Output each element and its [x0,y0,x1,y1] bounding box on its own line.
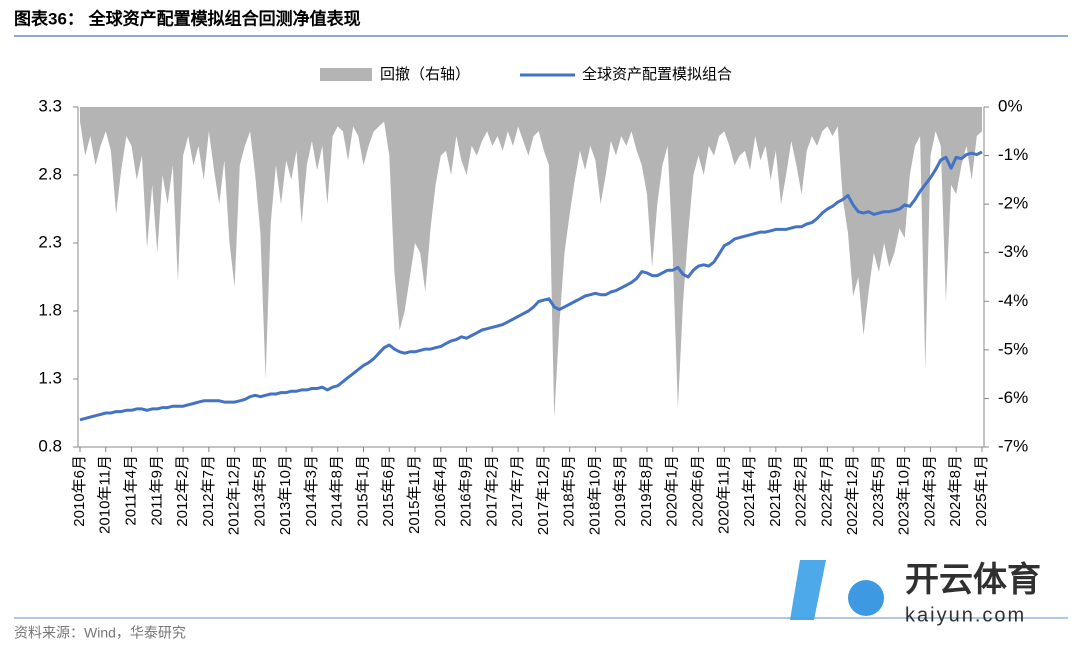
x-tick-label: 2010年6月 [71,455,88,527]
x-tick-label: 2017年12月 [535,455,552,535]
x-tick-label: 2018年5月 [561,455,578,527]
legend: 回撤（右轴） 全球资产配置模拟组合 [320,65,732,83]
y2-tick-label: -3% [998,242,1028,261]
chart-title: 图表36： 全球资产配置模拟组合回测净值表现 [14,8,361,28]
x-tick-label: 2020年1月 [664,455,681,527]
x-tick-label: 2011年4月 [123,455,140,526]
y2-tick-label: 0% [998,96,1023,115]
legend-swatch [320,68,372,81]
y-tick-label: 3.3 [38,96,62,115]
x-tick-label: 2016年9月 [458,455,475,527]
legend-label: 回撤（右轴） [380,66,470,83]
x-tick-label: 2014年3月 [303,455,320,527]
x-tick-label: 2015年6月 [380,455,397,527]
plot [79,107,983,422]
x-tick-label: 2014年8月 [329,455,346,527]
x-tick-label: 2018年10月 [586,455,603,535]
y2-tick-label: -5% [998,339,1028,358]
x-tick-label: 2022年7月 [818,455,835,527]
x-tick-label: 2013年5月 [251,455,268,527]
y2-tick-label: -1% [998,145,1028,164]
y2-tick-label: -7% [998,436,1028,455]
x-tick-label: 2020年6月 [689,455,706,527]
x-tick-label: 2021年4月 [741,455,758,527]
x-tick-label: 2019年3月 [612,455,629,527]
y2-tick-label: -6% [998,388,1028,407]
x-tick-label: 2010年11月 [97,455,114,534]
x-tick-label: 2024年3月 [921,455,938,527]
watermark-logo [790,560,826,620]
y2-tick-label: -4% [998,291,1028,310]
watermark-brand: 开云体育 [905,561,1041,599]
x-tick-label: 2024年8月 [947,455,964,527]
x-tick-label: 2013年10月 [277,455,294,535]
y-tick-label: 1.8 [38,300,62,319]
y-tick-label: 2.3 [38,232,62,251]
y-tick-label: 0.8 [38,436,62,455]
x-tick-label: 2022年12月 [844,455,861,535]
x-tick-label: 2023年10月 [896,455,913,535]
watermark-url: kaiyun.com [905,604,1026,626]
source: 资料来源：Wind，华泰研究 [14,625,186,641]
drawdown-area [80,107,982,418]
x-tick-label: 2017年7月 [509,455,526,527]
y2-tick-label: -2% [998,194,1028,213]
watermark-logo [848,580,884,616]
series-line [79,150,983,422]
x-tick-label: 2012年2月 [174,455,191,527]
y-tick-label: 2.8 [38,164,62,183]
x-tick-label: 2019年8月 [638,455,655,527]
x-tick-label: 2016年4月 [432,455,449,527]
y-tick-label: 1.3 [38,368,62,387]
x-tick-label: 2025年1月 [973,455,990,527]
watermark: 开云体育 kaiyun.com [790,560,1041,626]
legend-label: 全球资产配置模拟组合 [582,65,732,83]
x-tick-label: 2017年2月 [483,455,500,527]
x-tick-label: 2012年12月 [226,455,243,535]
x-tick-label: 2012年7月 [200,455,217,527]
x-tick-label: 2023年5月 [870,455,887,527]
x-tick-label: 2011年9月 [148,455,165,526]
x-tick-label: 2022年2月 [793,455,810,527]
x-tick-label: 2021年9月 [767,455,784,527]
x-tick-label: 2015年1月 [354,455,371,527]
x-tick-label: 2020年11月 [715,455,732,534]
x-tick-label: 2015年11月 [406,455,423,534]
